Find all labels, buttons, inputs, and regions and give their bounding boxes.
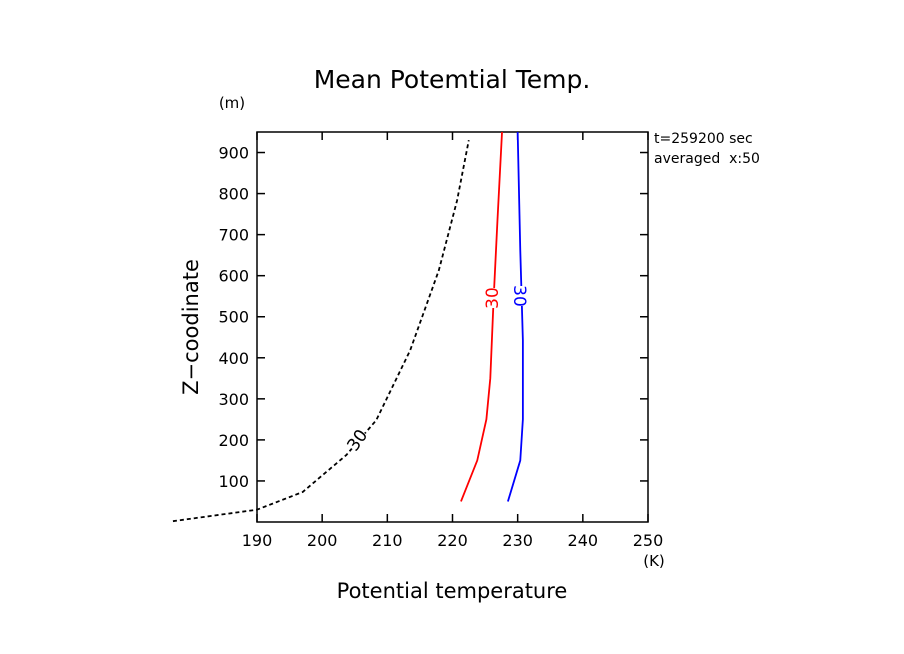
x-tick-label: 240 xyxy=(568,531,599,550)
contour-line xyxy=(507,131,524,502)
y-axis-label: Z−coodinate xyxy=(179,259,203,395)
label-background xyxy=(511,286,529,306)
x-tick-label: 220 xyxy=(437,531,468,550)
contour-line xyxy=(172,140,470,523)
x-unit: (K) xyxy=(643,552,665,570)
x-tick-label: 250 xyxy=(633,531,664,550)
y-tick-label: 500 xyxy=(218,308,249,327)
contour-label: 30 xyxy=(483,287,503,309)
x-tick-label: 230 xyxy=(502,531,533,550)
contour-label: 30 xyxy=(343,426,372,455)
annotation: t=259200 sec xyxy=(654,131,753,147)
y-tick-label: 900 xyxy=(218,144,249,163)
annotation: averaged x:50 xyxy=(654,151,760,167)
y-tick-label: 600 xyxy=(218,267,249,286)
plot-frame xyxy=(256,131,649,523)
y-tick-label: 100 xyxy=(218,472,249,491)
x-tick-label: 190 xyxy=(242,531,273,550)
chart-title: Mean Potemtial Temp. xyxy=(314,65,591,94)
x-tick-label: 200 xyxy=(307,531,338,550)
contour-line xyxy=(460,131,503,502)
y-tick-label: 400 xyxy=(218,349,249,368)
x-tick-label: 210 xyxy=(372,531,403,550)
contour-label: 30 xyxy=(509,285,529,307)
y-tick-label: 700 xyxy=(218,226,249,245)
y-unit: (m) xyxy=(219,94,245,112)
y-tick-label: 200 xyxy=(218,431,249,450)
y-tick-label: 800 xyxy=(218,185,249,204)
label-background xyxy=(483,288,501,308)
y-tick-label: 300 xyxy=(218,390,249,409)
x-axis-label: Potential temperature xyxy=(337,579,568,603)
label-background xyxy=(343,426,371,454)
